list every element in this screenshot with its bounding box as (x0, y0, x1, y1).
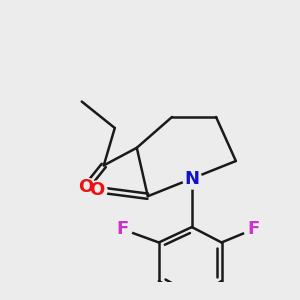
Text: F: F (248, 220, 260, 238)
Text: N: N (184, 169, 199, 188)
Text: F: F (116, 220, 129, 238)
Text: O: O (79, 178, 94, 196)
Text: O: O (89, 181, 105, 199)
